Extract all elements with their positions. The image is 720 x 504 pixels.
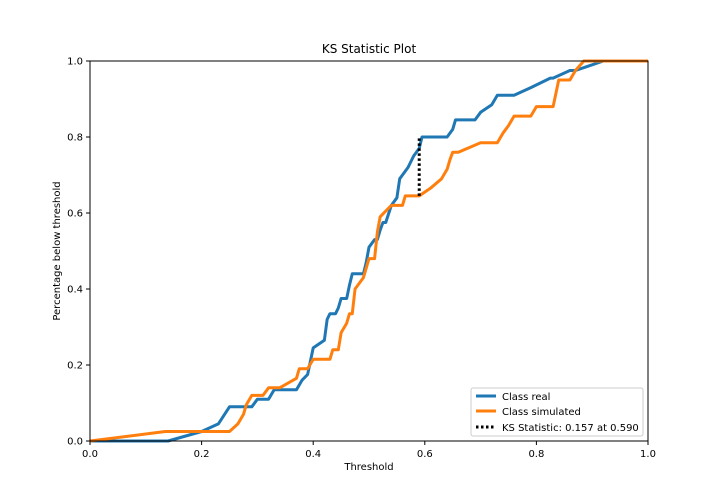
x-tick-label: 0.4: [305, 449, 321, 460]
x-axis-ticks: 0.0 0.2 0.4 0.6 0.8 1.0: [82, 441, 656, 460]
legend-label-class-simulated: Class simulated: [502, 407, 581, 418]
y-tick-label: 0.4: [67, 285, 83, 296]
y-tick-label: 0.0: [67, 437, 83, 448]
series-layer: [89, 59, 648, 443]
plot-area-frame: [89, 60, 649, 442]
y-axis-title: Percentage below threshold: [52, 181, 63, 320]
y-tick-label: 0.8: [67, 133, 83, 144]
x-axis-title: Threshold: [343, 462, 393, 473]
x-tick-label: 0.8: [528, 449, 544, 460]
legend-label-class-real: Class real: [502, 392, 550, 403]
chart-title: KS Statistic Plot: [322, 42, 417, 56]
series-line-class-real: [90, 59, 648, 443]
x-tick-label: 0.6: [417, 449, 433, 460]
x-tick-label: 1.0: [640, 449, 656, 460]
y-tick-label: 0.6: [67, 209, 83, 220]
y-tick-label: 0.2: [67, 361, 83, 372]
x-tick-label: 0.2: [194, 449, 210, 460]
legend-box: [470, 387, 644, 437]
y-tick-label: 1.0: [67, 57, 83, 68]
y-axis-ticks: 0.0 0.2 0.4 0.6 0.8 1.0: [67, 57, 90, 448]
legend: Class real Class simulated KS Statistic:…: [470, 387, 644, 437]
series-line-class-simulated: [89, 59, 648, 443]
x-tick-label: 0.0: [82, 449, 98, 460]
legend-label-ks-statistic: KS Statistic: 0.157 at 0.590: [502, 423, 639, 434]
